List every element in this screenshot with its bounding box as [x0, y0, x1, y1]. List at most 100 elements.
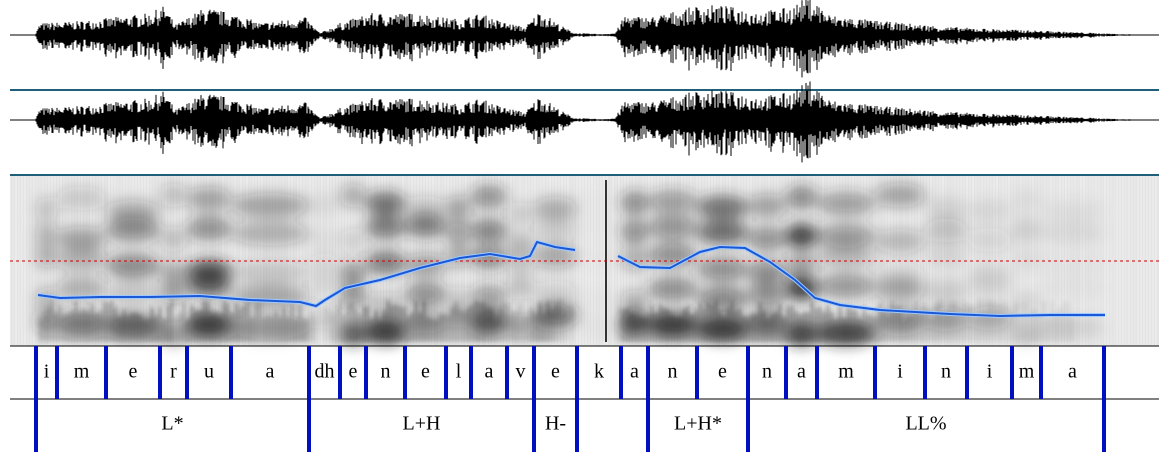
formant — [697, 195, 748, 220]
interval-label: a — [485, 361, 494, 383]
formant — [875, 183, 925, 208]
formant — [231, 221, 309, 246]
formant — [967, 198, 1012, 223]
formant — [446, 220, 471, 245]
formant — [507, 275, 534, 300]
interval-label: m — [1019, 361, 1035, 383]
interval-label: r — [170, 361, 177, 383]
formant — [231, 284, 309, 309]
formant — [187, 216, 231, 241]
interval-label: a — [797, 361, 806, 383]
formant — [1012, 188, 1041, 213]
formant — [786, 185, 817, 210]
formant — [57, 247, 106, 272]
formant — [697, 286, 748, 311]
formant — [786, 321, 817, 346]
formant — [967, 306, 1012, 331]
formant — [786, 252, 817, 277]
formant — [231, 260, 309, 285]
formant — [925, 279, 967, 304]
formant — [1041, 253, 1104, 277]
interval-label: LL% — [905, 413, 946, 435]
formant — [160, 183, 187, 208]
formant — [340, 183, 366, 208]
formant — [187, 259, 231, 284]
formant — [1041, 276, 1104, 300]
formant — [1012, 247, 1041, 272]
interval-label: n — [381, 361, 391, 383]
formant — [786, 223, 817, 248]
waveform-bottom — [10, 81, 1159, 163]
formant — [577, 314, 621, 338]
formant — [106, 200, 160, 225]
formant — [577, 189, 621, 213]
phone-tier: i m e r u a dh e n e l a v e k a n e n a m i n i m a — [34, 346, 1106, 399]
formant — [160, 260, 187, 285]
formant — [534, 280, 577, 305]
formant — [621, 289, 648, 314]
formant — [57, 311, 106, 336]
formant — [57, 276, 106, 301]
formant — [1012, 290, 1041, 315]
formant — [507, 202, 534, 227]
formant — [875, 229, 925, 254]
striations — [39, 300, 1073, 342]
waveform-trace — [35, 81, 1131, 163]
formant — [648, 277, 697, 302]
formant — [1041, 198, 1104, 223]
tone-tier: L* L+H H- L+H* LL% — [34, 399, 1106, 452]
waveform-trace — [35, 0, 1131, 78]
interval-label: v — [516, 361, 526, 383]
formant — [534, 218, 577, 243]
interval-label: a — [1068, 361, 1077, 383]
interval-label: u — [204, 361, 214, 383]
formant — [817, 224, 875, 249]
formant — [471, 218, 507, 243]
formant — [648, 215, 697, 240]
formant — [748, 260, 786, 285]
interval-label: i — [987, 361, 993, 383]
interval-label: n — [941, 361, 951, 383]
formant — [817, 244, 875, 269]
formant — [106, 253, 160, 278]
formant — [621, 246, 648, 271]
interval-label: L+H — [403, 413, 441, 435]
formant — [36, 244, 57, 269]
formant — [36, 222, 57, 247]
formant — [1012, 217, 1041, 242]
interval-label: i — [897, 361, 903, 383]
formant — [366, 191, 405, 216]
interval-label: H- — [545, 413, 566, 435]
spectrogram-energy — [9, 176, 1157, 346]
formant — [187, 187, 231, 212]
formant — [471, 184, 507, 209]
formant — [340, 228, 366, 253]
interval-label: l — [456, 361, 462, 383]
formant — [748, 226, 786, 251]
formant — [621, 190, 648, 215]
formant — [817, 191, 875, 216]
formant — [366, 214, 405, 239]
formant — [697, 220, 748, 245]
interval-label: L+H* — [674, 413, 722, 435]
formant — [748, 282, 786, 307]
formant — [57, 226, 106, 251]
formant — [875, 262, 925, 287]
interval-label: dh — [315, 361, 335, 383]
formant — [534, 196, 577, 221]
formant — [748, 194, 786, 219]
interval-label: m — [74, 361, 90, 383]
formant — [36, 197, 57, 222]
interval-label: i — [44, 361, 50, 383]
spectrogram — [9, 176, 1159, 346]
formant — [340, 283, 366, 308]
formant — [925, 196, 967, 221]
formant — [405, 213, 446, 238]
formant — [577, 244, 621, 268]
formant — [309, 252, 340, 277]
formant — [577, 214, 621, 238]
interval-label: L* — [161, 413, 183, 435]
formant — [925, 244, 967, 269]
formant — [309, 273, 340, 298]
